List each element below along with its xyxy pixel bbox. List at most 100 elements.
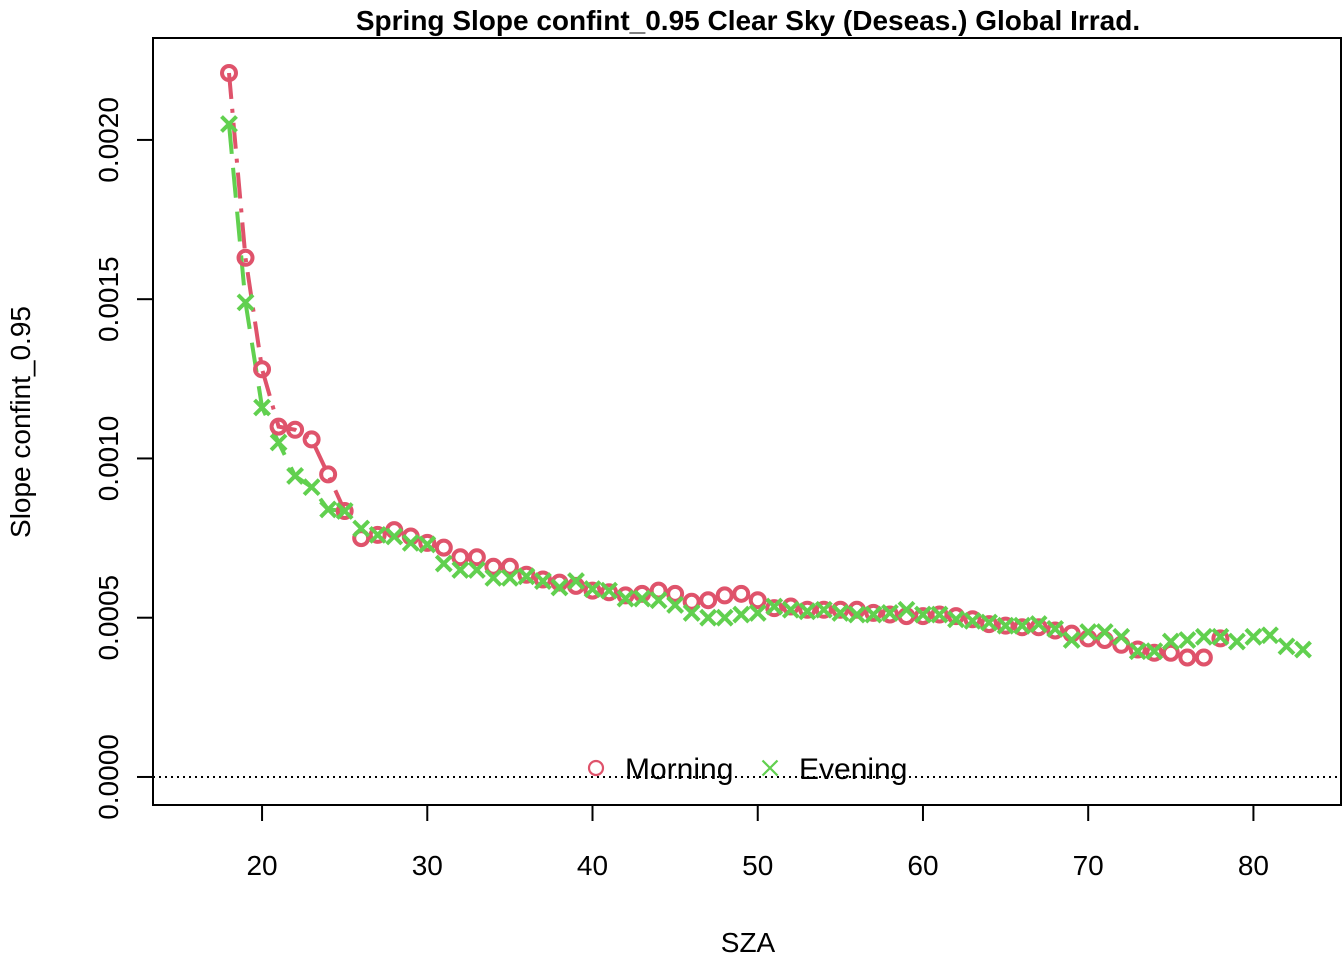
point-morning [302,430,321,449]
point-morning [748,591,767,610]
point-evening [1244,627,1263,646]
legend-marker-morning [587,759,605,777]
point-morning [269,417,288,436]
point-morning [963,610,982,629]
point-morning [715,586,734,605]
point-morning [765,599,784,618]
point-morning [220,64,239,83]
point-evening [550,578,569,597]
point-evening [864,605,883,624]
point-evening [781,600,800,619]
point-morning [781,597,800,616]
point-morning [1145,643,1164,662]
point-evening [666,596,685,614]
point-morning [253,360,272,379]
point-evening [831,604,850,622]
point-evening [715,608,734,627]
x-tick-label: 80 [1238,850,1269,881]
point-morning [798,600,817,619]
point-evening [930,605,949,624]
x-tick-label: 20 [246,850,277,881]
point-evening [1161,632,1180,651]
point-evening [699,608,718,627]
chart-legend: Morning Evening [587,753,907,786]
point-morning [368,525,387,544]
point-evening [1277,637,1296,656]
point-evening [534,572,552,590]
point-evening [253,398,271,417]
point-evening [401,533,420,552]
point-evening [269,433,288,452]
point-morning [996,616,1015,635]
legend-item-evening: Evening [761,753,907,786]
point-morning [980,615,999,634]
point-morning [1161,643,1180,662]
point-morning [699,591,718,610]
point-morning [286,420,305,439]
y-tick-label: 0.0010 [93,416,124,502]
point-evening [963,611,982,630]
point-evening [1294,640,1312,659]
point-evening [567,572,585,590]
point-evening [319,500,338,519]
point-morning [682,592,701,611]
point-morning [484,557,503,576]
chart-title: Spring Slope confint_0.95 Clear Sky (Des… [356,5,1140,36]
y-tick-label: 0.0005 [93,575,124,661]
point-morning [930,605,949,624]
point-morning [880,605,899,624]
point-morning [533,570,552,589]
point-evening [897,600,916,619]
point-evening [814,600,833,619]
point-evening [996,616,1015,635]
point-evening [1046,619,1065,638]
point-evening [616,589,635,608]
point-evening [1112,627,1131,646]
point-morning [913,607,932,626]
y-tick-label: 0.0020 [93,97,124,183]
point-morning [1013,618,1032,637]
point-evening [583,580,602,598]
point-evening [385,527,404,546]
point-evening [748,604,767,622]
point-evening [1128,642,1147,661]
y-axis: 0.0000 0.0005 0.0010 0.0015 0.0020 [93,97,153,820]
point-evening [633,589,651,608]
point-morning [434,538,453,557]
y-tick-label: 0.0015 [93,256,124,342]
point-morning [1194,648,1213,667]
data-points-group [220,64,1312,667]
x-tick-label: 70 [1073,850,1104,881]
point-evening [500,568,519,587]
point-evening [765,597,784,616]
point-evening [220,115,238,133]
point-evening [881,604,899,622]
point-evening [484,568,503,587]
point-morning [831,600,850,619]
point-evening [682,604,701,622]
point-evening [732,605,751,624]
point-evening [302,478,321,497]
legend-item-morning: Morning [587,753,733,786]
point-morning [451,548,470,567]
point-evening [335,502,354,520]
x-tick-label: 60 [907,850,938,881]
point-evening [451,561,470,579]
point-evening [352,519,371,538]
point-evening [434,554,453,573]
y-axis-label: Slope confint_0.95 [5,306,36,538]
point-evening [649,591,668,610]
point-morning [1211,629,1230,648]
point-evening [467,561,486,579]
point-evening [1013,616,1032,635]
point-evening [1211,627,1230,646]
point-evening [1194,627,1213,646]
point-morning [418,533,437,552]
point-morning [1128,640,1147,659]
point-evening [1079,623,1098,641]
point-evening [1095,623,1114,641]
point-morning [517,565,536,584]
point-morning [583,581,602,600]
